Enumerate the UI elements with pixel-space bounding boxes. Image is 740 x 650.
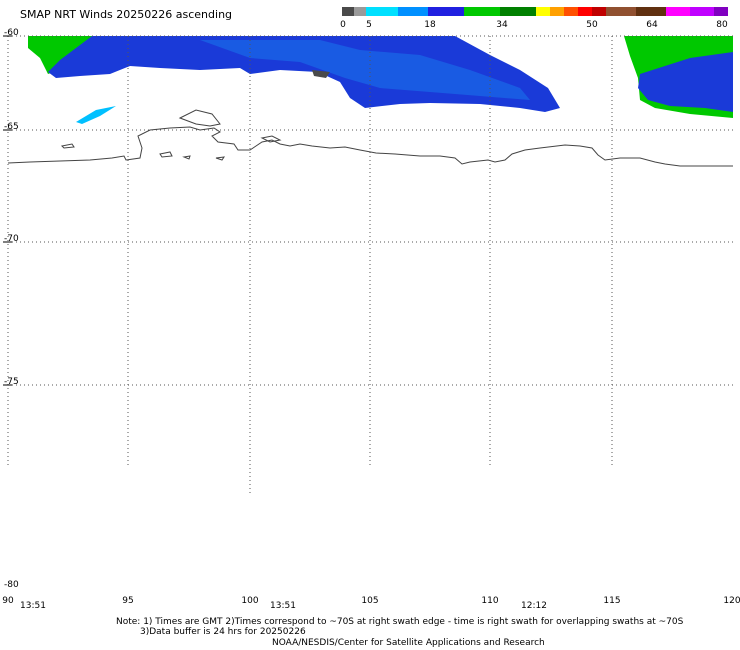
map-title: SMAP NRT Winds 20250226 ascending (20, 8, 233, 21)
colorbar-label: 50 (586, 20, 598, 30)
colorbar-segment (606, 7, 636, 16)
coastline-main (7, 126, 733, 167)
swath-blue-right (638, 52, 733, 112)
lon-label: 95 (122, 596, 134, 606)
colorbar-label: 18 (424, 20, 436, 30)
coastline-island (182, 155, 191, 160)
lon-label: 115 (603, 596, 621, 606)
lon-label: 110 (481, 596, 499, 606)
time-label: 12:12 (521, 601, 547, 611)
coastline (7, 109, 733, 167)
colorbar-segment (564, 7, 578, 16)
colorbar-segment (592, 7, 606, 16)
note-line-1: Note: 1) Times are GMT 2)Times correspon… (116, 617, 684, 627)
colorbar-segment (354, 7, 366, 16)
time-label: 13:51 (270, 601, 296, 611)
coastline-island (215, 156, 226, 161)
lat-label: -75 (4, 377, 19, 387)
note-credit: NOAA/NESDIS/Center for Satellite Applica… (272, 638, 545, 648)
colorbar-labels: 0 5 18 34 50 64 80 (0, 20, 740, 32)
colorbar-segment (464, 7, 500, 16)
coastline-island (159, 151, 173, 158)
colorbar-segment (714, 7, 728, 16)
swath-cyan-streak (76, 106, 116, 124)
coastline-island (178, 109, 221, 127)
wind-swaths (28, 36, 733, 124)
colorbar-label: 5 (366, 20, 372, 30)
colorbar-segment (550, 7, 564, 16)
gridlines (7, 35, 733, 496)
lat-label: -60 (4, 28, 19, 38)
swath-blue-lighter (200, 40, 530, 100)
colorbar-segment (578, 7, 592, 16)
colorbar-label: 0 (340, 20, 346, 30)
colorbar-label: 34 (496, 20, 508, 30)
colorbar-segment (536, 7, 550, 16)
coastline-island (60, 143, 75, 149)
time-label: 13:51 (20, 601, 46, 611)
colorbar-label: 64 (646, 20, 658, 30)
colorbar-segment (500, 7, 536, 16)
lon-label: 90 (2, 596, 14, 606)
colorbar-segment (666, 7, 690, 16)
colorbar-segment (690, 7, 714, 16)
lon-label: 105 (361, 596, 379, 606)
colorbar-segment (342, 7, 354, 16)
lat-label: -70 (4, 234, 19, 244)
lon-label: 100 (241, 596, 259, 606)
swath-dark-gray (312, 70, 330, 78)
colorbar-label: 80 (716, 20, 728, 30)
lat-label: -65 (4, 122, 19, 132)
colorbar-segment (366, 7, 398, 16)
lon-label: 120 (723, 596, 740, 606)
colorbar-segment (398, 7, 428, 16)
coastline-island (260, 135, 282, 143)
colorbar-segment (428, 7, 464, 16)
swath-blue-main (48, 36, 560, 112)
lat-label: -80 (4, 580, 19, 590)
note-line-2: 3)Data buffer is 24 hrs for 20250226 (140, 627, 306, 637)
tick-marks (3, 35, 12, 386)
colorbar-segment (636, 7, 666, 16)
wind-speed-colorbar (342, 7, 728, 16)
